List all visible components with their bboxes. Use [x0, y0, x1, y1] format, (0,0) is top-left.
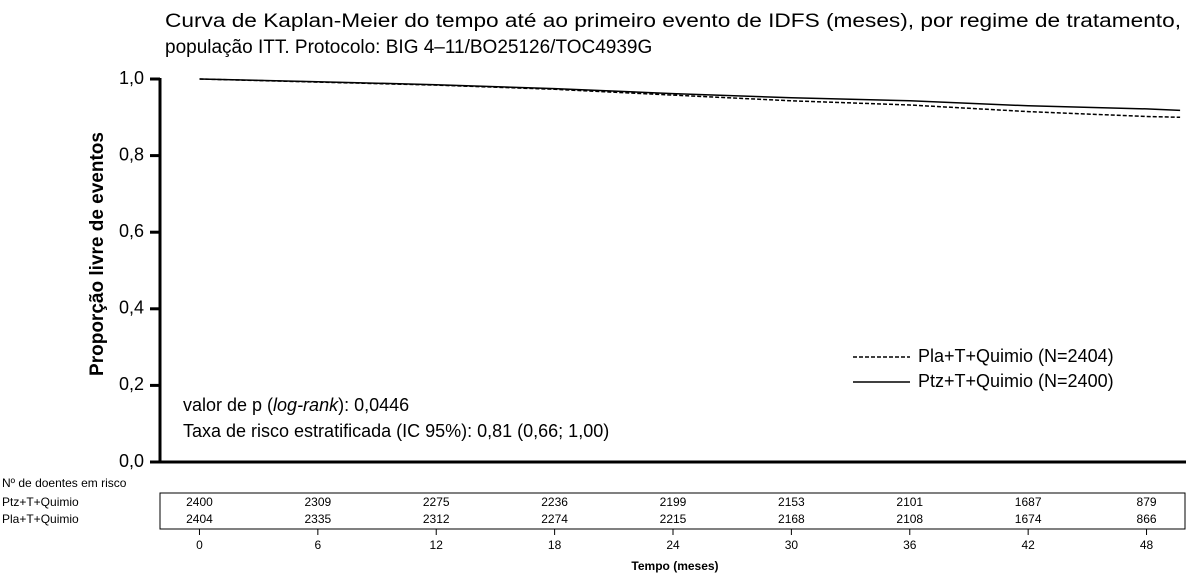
legend-label: Ptz+T+Quimio (N=2400) — [918, 371, 1114, 391]
risk-count: 2215 — [660, 512, 687, 526]
annotation-part: log-rank — [273, 395, 339, 415]
risk-table-title: Nº de doentes em risco — [2, 476, 127, 490]
risk-count: 2153 — [778, 495, 805, 509]
x-tick-label: 18 — [548, 538, 562, 552]
x-tick-label: 48 — [1140, 538, 1154, 552]
risk-count: 2101 — [896, 495, 923, 509]
risk-count: 2404 — [186, 512, 213, 526]
y-tick-label: 0,2 — [119, 374, 144, 394]
x-axis-title: Tempo (meses) — [631, 559, 718, 573]
risk-count: 1674 — [1015, 512, 1042, 526]
risk-count: 866 — [1137, 512, 1157, 526]
risk-row-label: Pla+T+Quimio — [2, 512, 79, 526]
risk-count: 2236 — [541, 495, 568, 509]
km-curve — [199, 78, 1181, 112]
y-tick-label: 1,0 — [119, 68, 144, 88]
y-axis-title: Proporção livre de eventos — [87, 132, 108, 376]
risk-count: 2274 — [541, 512, 568, 526]
risk-count: 879 — [1137, 495, 1157, 509]
risk-count: 2335 — [304, 512, 331, 526]
y-tick-label: 0,8 — [119, 144, 144, 164]
risk-count: 2275 — [423, 495, 450, 509]
chart-title: Curva de Kaplan-Meier do tempo até ao pr… — [165, 11, 1181, 32]
risk-count: 2168 — [778, 512, 805, 526]
risk-count: 2312 — [423, 512, 450, 526]
x-tick-label: 0 — [196, 538, 203, 552]
y-tick-label: 0,0 — [119, 451, 144, 471]
annotation-part: ): 0,0446 — [338, 395, 409, 415]
x-tick-label: 6 — [315, 538, 322, 552]
risk-count: 2400 — [186, 495, 213, 509]
risk-count: 2199 — [660, 495, 687, 509]
x-tick-label: 12 — [430, 538, 444, 552]
y-tick-label: 0,6 — [119, 221, 144, 241]
risk-count: 1687 — [1015, 495, 1042, 509]
annotation: valor de p (log-rank): 0,0446 — [183, 395, 409, 415]
x-tick-label: 42 — [1021, 538, 1035, 552]
chart-title: população ITT. Protocolo: BIG 4–11/BO251… — [165, 37, 652, 58]
risk-count: 2309 — [304, 495, 331, 509]
y-tick-label: 0,4 — [119, 298, 144, 318]
km-curve — [199, 78, 1181, 119]
x-tick-label: 36 — [903, 538, 917, 552]
x-tick-label: 24 — [666, 538, 680, 552]
annotation-part: valor de p ( — [183, 395, 273, 415]
risk-row-label: Ptz+T+Quimio — [2, 495, 79, 509]
annotation: Taxa de risco estratificada (IC 95%): 0,… — [183, 421, 609, 441]
risk-count: 2108 — [896, 512, 923, 526]
legend-label: Pla+T+Quimio (N=2404) — [918, 346, 1114, 366]
x-tick-label: 30 — [785, 538, 799, 552]
